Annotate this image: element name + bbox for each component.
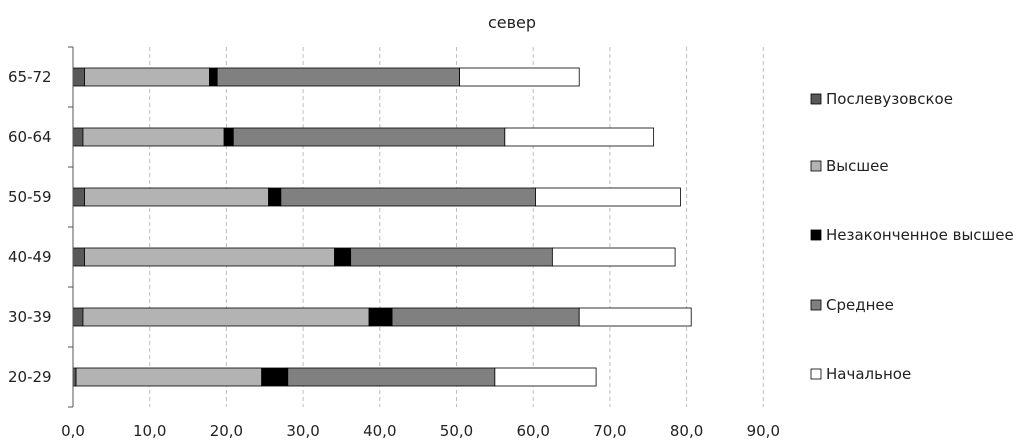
bar-segment bbox=[72, 307, 84, 327]
x-tick-label: 40,0 bbox=[363, 422, 396, 440]
x-tick-label: 20,0 bbox=[210, 422, 243, 440]
bar-segment bbox=[391, 307, 580, 327]
legend: Послевузовское Высшее Незаконченное высшее… bbox=[810, 90, 1014, 383]
y-tick-label: 50-59 bbox=[8, 188, 52, 206]
legend-label: Послевузовское bbox=[826, 90, 953, 108]
bar-segment bbox=[216, 67, 460, 87]
bar-segment bbox=[459, 67, 580, 87]
bar-segment bbox=[280, 187, 536, 207]
grid-lines bbox=[149, 47, 764, 407]
bar-segment bbox=[504, 127, 655, 147]
bar-segment bbox=[84, 247, 335, 267]
bar-segment bbox=[72, 247, 85, 267]
bar-segment bbox=[72, 127, 84, 147]
bar-segment bbox=[551, 247, 676, 267]
bar-segment bbox=[268, 187, 282, 207]
legend-swatch bbox=[810, 368, 822, 380]
legend-label: Высшее bbox=[826, 157, 889, 175]
bar-segment bbox=[72, 187, 85, 207]
x-tick-label: 0,0 bbox=[61, 422, 85, 440]
bar-segment bbox=[350, 247, 553, 267]
legend-label: Незаконченное высшее bbox=[826, 226, 1014, 244]
x-tick-label: 10,0 bbox=[133, 422, 166, 440]
bar-segment bbox=[84, 187, 269, 207]
bars bbox=[72, 67, 692, 387]
bar-segment bbox=[287, 367, 496, 387]
chart-title: север bbox=[488, 13, 536, 32]
bar-segment bbox=[535, 187, 681, 207]
y-tick-label: 60-64 bbox=[8, 128, 52, 146]
y-tick-label: 20-29 bbox=[8, 368, 52, 386]
x-tick-label: 60,0 bbox=[516, 422, 549, 440]
bar-segment bbox=[368, 307, 393, 327]
bar-segment bbox=[578, 307, 692, 327]
bar-segment bbox=[82, 127, 225, 147]
legend-swatch bbox=[810, 160, 822, 172]
bar-segment bbox=[75, 367, 263, 387]
legend-swatch bbox=[810, 93, 822, 105]
x-tick-label: 50,0 bbox=[440, 422, 473, 440]
x-tick-label: 70,0 bbox=[593, 422, 626, 440]
bar-segment bbox=[209, 67, 218, 87]
legend-label: Среднее bbox=[826, 296, 894, 314]
bar-segment bbox=[261, 367, 289, 387]
x-tick-label: 90,0 bbox=[747, 422, 780, 440]
bar-segment bbox=[494, 367, 597, 387]
y-tick-label: 65-72 bbox=[8, 68, 52, 86]
y-tick-label: 40-49 bbox=[8, 248, 52, 266]
bar-segment bbox=[82, 307, 370, 327]
x-tick-label: 30,0 bbox=[286, 422, 319, 440]
bar-segment bbox=[84, 67, 210, 87]
bar-segment bbox=[232, 127, 506, 147]
bar-segment bbox=[223, 127, 234, 147]
bar-segment bbox=[72, 67, 85, 87]
legend-swatch bbox=[810, 299, 822, 311]
axes: 0,0 10,0 20,0 30,0 40,0 50,0 60,0 70,0 80,0 90,0 2… bbox=[8, 46, 780, 440]
legend-swatch bbox=[810, 229, 822, 241]
y-tick-label: 30-39 bbox=[8, 308, 52, 326]
legend-label: Начальное bbox=[826, 365, 911, 383]
bar-segment bbox=[334, 247, 352, 267]
x-tick-label: 80,0 bbox=[670, 422, 703, 440]
